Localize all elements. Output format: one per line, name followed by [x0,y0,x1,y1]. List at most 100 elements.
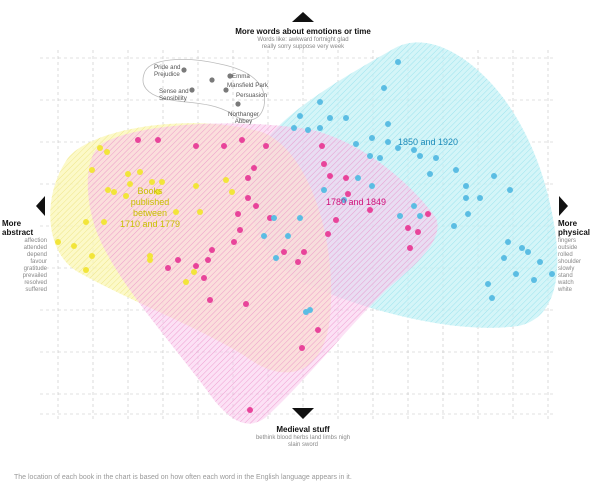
book-dot [465,211,471,217]
book-dot [111,189,117,195]
book-dot [353,141,359,147]
book-dot [183,279,189,285]
book-dot [321,187,327,193]
book-dot [367,207,373,213]
book-dot [83,219,89,225]
book-dot [299,345,305,351]
book-dot [101,219,107,225]
era-label-1710-1779: Books published between 1710 and 1779 [119,186,181,229]
book-dot [261,233,267,239]
book-dot [525,249,531,255]
book-dot [297,113,303,119]
book-dot [345,191,351,197]
book-dot [513,271,519,277]
book-dot [303,309,309,315]
book-dot [209,247,215,253]
book-dot [137,169,143,175]
book-dot [104,149,110,155]
book-dot [425,211,431,217]
book-dot [193,143,199,149]
book-dot [433,155,439,161]
book-dot [427,171,433,177]
book-dot [317,125,323,131]
austen-outline [142,59,265,121]
book-dot [253,203,259,209]
book-dot [263,143,269,149]
book-dot [193,263,199,269]
book-dot [355,175,361,181]
book-dot [273,255,279,261]
book-dot [221,143,227,149]
book-dot [247,407,253,413]
book-dot [175,257,181,263]
book-dot [451,223,457,229]
book-dot [125,171,131,177]
book-dot [305,127,311,133]
book-dot [405,225,411,231]
book-dot [321,161,327,167]
book-dot [319,143,325,149]
left-axis-title: More abstract [2,219,34,237]
book-dot [395,59,401,65]
book-dot [235,211,241,217]
book-dot [549,271,555,277]
austen-book-dot [209,77,215,83]
book-label-mansfield-park: Mansfield Park [227,82,268,89]
book-dot [411,203,417,209]
book-label-pride-and-prejudice: Pride and Prejudice [154,64,181,78]
era-regions [50,42,558,424]
book-dot [105,187,111,193]
book-dot [71,243,77,249]
book-dot [477,195,483,201]
book-dot [537,259,543,265]
arrow-left-icon [36,196,45,216]
austen-book-dot [227,73,233,79]
era-label-1850-1920: 1850 and 1920 [398,137,459,147]
book-dot [127,181,133,187]
book-dot [295,259,301,265]
book-dot [89,253,95,259]
book-dots [55,59,555,413]
book-dot [327,115,333,121]
book-dot [377,155,383,161]
book-dot [271,215,277,221]
book-dot [297,215,303,221]
book-dot [369,135,375,141]
book-dot [463,195,469,201]
book-dot [333,217,339,223]
book-dot [453,167,459,173]
book-dot [237,227,243,233]
book-dot [245,195,251,201]
book-dot [341,197,347,203]
book-dot [395,145,401,151]
book-dot [415,229,421,235]
book-dot [245,175,251,181]
book-dot [197,209,203,215]
book-label-emma: Emma [232,73,250,80]
book-dot [531,277,537,283]
book-dot [397,213,403,219]
book-dot [201,275,207,281]
book-label-northanger-abbey: Northanger Abbey [228,111,259,125]
book-dot [193,183,199,189]
book-dot [317,99,323,105]
book-dot [489,295,495,301]
arrow-down-icon [292,408,314,419]
book-dot [285,233,291,239]
book-dot [417,213,423,219]
book-dot [519,245,525,251]
book-dot [205,257,211,263]
book-dot [327,173,333,179]
right-axis-title: More physical [558,219,591,237]
book-dot [173,209,179,215]
book-dot [239,137,245,143]
right-axis-words: fingers outside rolled shoulder slowly s… [558,238,582,293]
book-dot [411,147,417,153]
top-axis-title: More words about emotions or time [235,27,371,36]
book-dot [315,327,321,333]
book-dot [123,193,129,199]
book-dot [407,245,413,251]
arrow-up-icon [292,12,314,22]
bottom-axis-words: bethink blood herbs land limbs nigh slai… [255,435,351,448]
